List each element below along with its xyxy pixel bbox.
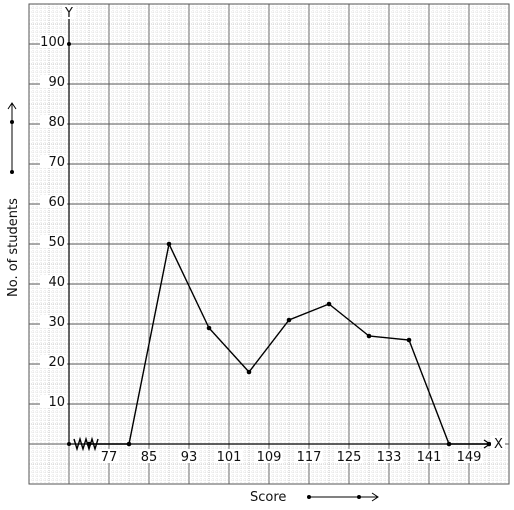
y-tick-label: 60: [48, 195, 65, 210]
chart-marks: [86, 241, 492, 447]
data-point: [326, 301, 332, 307]
y-tick-label: 50: [48, 235, 65, 250]
data-point: [406, 337, 412, 343]
y-tick-label: 90: [48, 75, 65, 90]
data-point: [446, 441, 452, 447]
data-point: [286, 317, 292, 323]
chart-grid: [28, 3, 510, 485]
y-tick-label: 10: [48, 395, 65, 410]
y-tick-label: 100: [40, 35, 65, 50]
data-point: [486, 441, 492, 447]
y-tick-label: 70: [48, 155, 65, 170]
x-tick-label: 93: [181, 450, 198, 465]
y-axis-title: No. of students: [6, 198, 21, 297]
y-axis-letter: Y: [64, 6, 73, 21]
chart-labels: 10 20 30 40 50 60 70 80 90 100 77 85 93 101 109 117 125 1…: [5, 5, 505, 504]
y-direction-arrow: [7, 102, 17, 174]
x-axis-letter: X: [494, 437, 503, 452]
data-point: [206, 325, 212, 331]
x-tick-label: 77: [101, 450, 118, 465]
data-point: [246, 369, 252, 375]
y-tick-label: 80: [48, 115, 65, 130]
x-axis-break: [73, 436, 99, 452]
y-tick-label: 30: [48, 315, 65, 330]
data-point: [166, 241, 172, 247]
x-axis-title: Score: [250, 490, 286, 505]
y-tick-label: 40: [48, 275, 65, 290]
x-tick-label: 85: [141, 450, 158, 465]
data-point: [366, 333, 372, 339]
x-direction-arrow: [307, 492, 379, 502]
x-tick-label: 125: [337, 450, 362, 465]
x-tick-label: 101: [217, 450, 242, 465]
x-tick-label: 149: [457, 450, 482, 465]
x-tick-label: 133: [377, 450, 402, 465]
x-tick-label: 141: [417, 450, 442, 465]
data-point: [126, 441, 132, 447]
data-point: [86, 441, 92, 447]
x-tick-label: 109: [257, 450, 282, 465]
y-tick-label: 20: [48, 355, 65, 370]
x-tick-label: 117: [297, 450, 322, 465]
